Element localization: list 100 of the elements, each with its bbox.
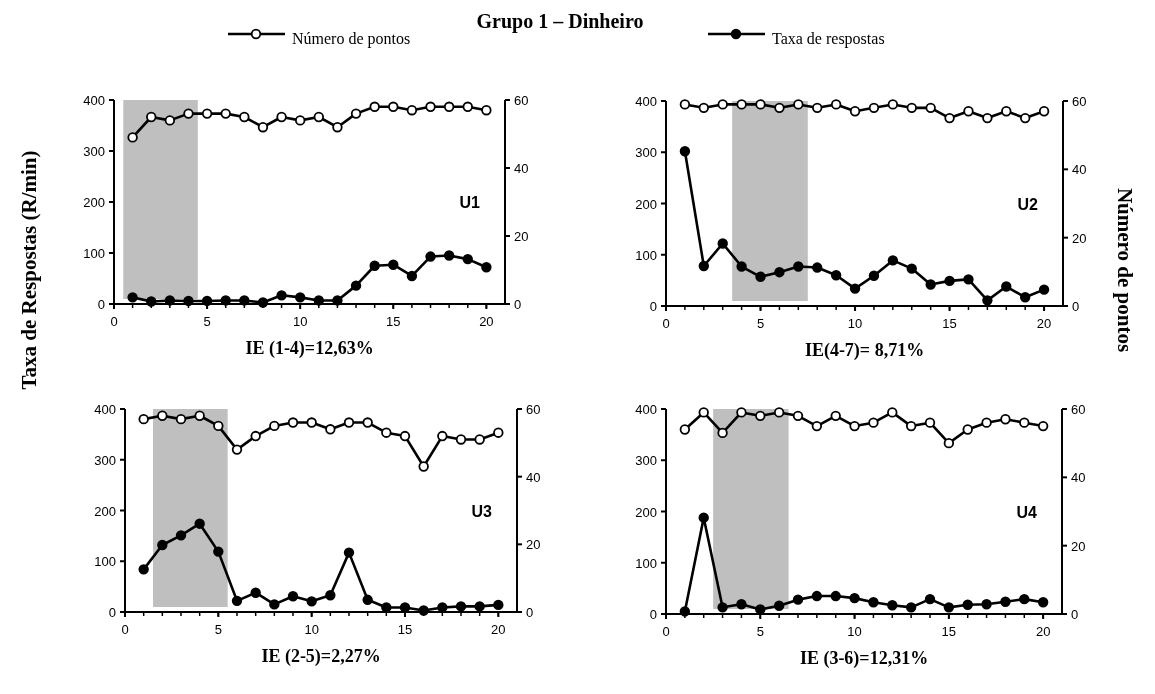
point (406, 105, 418, 116)
point (849, 592, 860, 604)
point (306, 417, 317, 428)
point (462, 253, 473, 265)
annotation: U2 (1017, 195, 1039, 213)
point (1000, 414, 1011, 425)
point (1019, 417, 1030, 428)
point (963, 274, 974, 285)
point (755, 271, 766, 282)
point (717, 602, 728, 613)
point (194, 410, 205, 421)
point (906, 263, 917, 274)
point (925, 279, 936, 290)
point (982, 112, 993, 124)
x-tick-label: 20 (491, 622, 506, 637)
point (350, 280, 362, 291)
y-tick-label: 400 (635, 94, 657, 109)
x-tick-label: 0 (662, 624, 670, 639)
point (981, 417, 992, 428)
point (201, 108, 213, 119)
annotation: U3 (471, 502, 493, 520)
text: Grupo 1 – Dinheiro (476, 10, 644, 33)
y-tick-label: 0 (649, 607, 657, 622)
point (313, 111, 325, 123)
point (294, 292, 306, 303)
text: IE (2-5)=2,27% (261, 646, 381, 667)
point (183, 108, 194, 119)
point (276, 111, 287, 123)
x-tick-label: 5 (756, 316, 765, 331)
point (981, 599, 992, 610)
point (437, 430, 448, 442)
point (164, 115, 176, 126)
x-tick-label: 5 (756, 624, 764, 639)
text: IE (1-4)=12,63% (245, 338, 374, 359)
point (325, 424, 336, 435)
y-tick-label: 0 (97, 297, 105, 312)
point (944, 112, 955, 124)
point (127, 292, 138, 303)
point (717, 427, 728, 439)
legend-label: Número de pontos (292, 30, 411, 48)
point (213, 546, 224, 557)
point (157, 410, 168, 421)
point (269, 420, 280, 432)
y2-tick-label: 20 (514, 229, 529, 244)
point (773, 600, 785, 611)
point (343, 417, 355, 428)
point (231, 444, 243, 455)
x-tick-label: 15 (942, 316, 957, 331)
y-tick-label: 400 (635, 402, 657, 417)
x-tick-label: 0 (662, 316, 670, 331)
y-tick-label: 100 (635, 555, 657, 571)
y2-tick-label: 20 (1072, 230, 1087, 246)
point (250, 430, 261, 442)
x-tick-label: 20 (1035, 624, 1051, 639)
point (736, 99, 747, 110)
point (698, 407, 709, 418)
point (887, 255, 899, 266)
point (736, 261, 747, 272)
point (868, 270, 880, 281)
point (698, 102, 710, 114)
y2-tick-label: 0 (514, 297, 522, 312)
x-tick-label: 20 (479, 314, 494, 329)
point (849, 283, 861, 294)
point (679, 424, 691, 435)
y-tick-label: 200 (94, 503, 116, 519)
point (257, 122, 269, 133)
point (493, 599, 504, 611)
x-tick-label: 10 (304, 622, 319, 637)
x-tick-label: 5 (203, 314, 211, 329)
point (388, 259, 399, 270)
x-tick-label: 10 (847, 316, 863, 331)
point (868, 417, 879, 428)
point (369, 260, 380, 271)
y-tick-label: 400 (94, 402, 116, 417)
point (325, 590, 336, 601)
point (830, 410, 841, 422)
x-tick-label: 0 (121, 622, 129, 637)
point (1001, 106, 1012, 117)
point (793, 99, 804, 110)
y2-tick-label: 60 (1071, 402, 1086, 417)
y-tick-label: 300 (635, 145, 657, 161)
point (1038, 284, 1050, 295)
y2-tick-label: 60 (1072, 94, 1087, 109)
point (306, 596, 317, 607)
point (1019, 292, 1031, 303)
text: IE(4-7)= 8,71% (804, 340, 925, 361)
point (679, 99, 691, 110)
point (793, 261, 804, 272)
point (905, 420, 917, 432)
point (905, 602, 917, 613)
point (276, 290, 287, 301)
point (1000, 596, 1011, 607)
point (812, 262, 823, 273)
point (220, 295, 231, 306)
point (944, 275, 955, 287)
y-axis-title: Taxa de Respostas (R/min) (17, 150, 41, 390)
point (381, 427, 392, 438)
point (313, 295, 325, 306)
point (481, 262, 492, 273)
x-tick-label: 15 (397, 622, 413, 637)
